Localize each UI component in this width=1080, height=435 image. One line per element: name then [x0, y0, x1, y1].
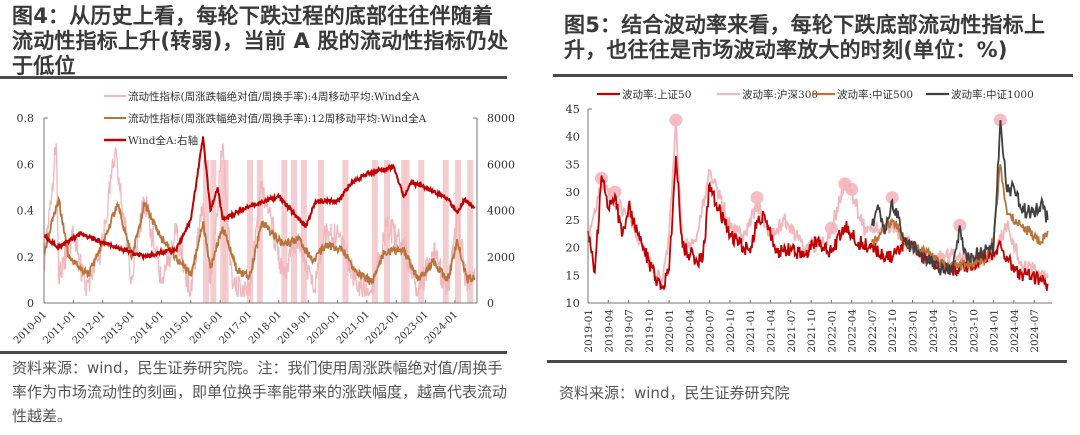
figure-4-panel: 图4：从历史上看，每轮下跌过程的底部往往伴随着流动性指标上升(转弱)，当前 A … [0, 4, 515, 425]
series-liquidity-12w [43, 195, 476, 286]
shaded-period-bar [317, 160, 324, 303]
y-right-tick-label: 4000 [487, 205, 515, 218]
figure-4-title: 图4：从历史上看，每轮下跌过程的底部往往伴随着流动性指标上升(转弱)，当前 A … [12, 4, 509, 78]
y-tick-label: 45 [565, 102, 580, 116]
shaded-period-bar [442, 160, 449, 303]
y-right-tick-label: 0 [487, 297, 494, 310]
shaded-period-bar [291, 160, 298, 303]
y-left-tick-label: 0.6 [17, 158, 35, 171]
legend: 流动性指标(周涨跌幅绝对值/周换手率):4周移动平均:Wind全A 流动性指标(周… [104, 90, 427, 147]
x-tick-label: 2019-07 [624, 309, 636, 353]
y-left-tick-label: 0.2 [17, 251, 35, 264]
x-tick-label: 2019-04 [603, 309, 615, 353]
shaded-period-bar [418, 160, 425, 303]
series-volatility-0 [587, 156, 1049, 291]
axes [587, 108, 1052, 304]
series-liquidity-4w [43, 143, 476, 297]
legend-label: 波动率:沪深300 [742, 88, 818, 101]
figure-4-source-note: 资料来源：wind，民生证券研究院。注：我们使用周涨跌幅绝对值/周换手率作为市场… [12, 359, 508, 425]
peak-markers [595, 113, 1007, 235]
x-tick-label: 2024-01 [989, 309, 1001, 353]
figure-5-title: 图5：结合波动率来看，每轮下跌底部流动性指标上升，也往往是市场波动率放大的时刻(… [564, 13, 1046, 62]
shaded-period-bar [300, 160, 307, 303]
x-tick-label: 2020-01 [664, 309, 676, 353]
legend-label: 波动率:上证50 [622, 88, 691, 101]
x-tick-label: 2023-10 [968, 309, 980, 353]
x-tick-label: 2023-01 [907, 309, 919, 353]
shaded-period-bar [203, 160, 210, 303]
x-tick-label: 2021-10 [806, 309, 818, 353]
x-tick-label: 2022-10 [887, 309, 899, 353]
x-tick-label: 2024-04 [1009, 309, 1021, 353]
y-left-tick-label: 0 [27, 297, 34, 310]
title-divider [0, 76, 507, 79]
x-tick-label: 2019-01 [583, 309, 595, 353]
y-left-tick-label: 0.4 [17, 205, 35, 218]
shaded-period-bar [281, 160, 288, 303]
source-divider [0, 351, 507, 354]
x-tick-label: 2021-01 [745, 309, 757, 353]
shaded-period-bar [467, 160, 474, 303]
y-right-tick-label: 8000 [487, 112, 515, 125]
y-tick-label: 20 [565, 241, 580, 255]
source-divider [547, 360, 1067, 363]
x-tick-label: 2021-04 [766, 309, 778, 353]
figure-5-panel: 图5：结合波动率来看，每轮下跌底部流动性指标上升，也往往是市场波动率放大的时刻(… [540, 0, 1080, 435]
title-divider [553, 74, 1073, 77]
legend-label: 波动率:中证500 [837, 88, 913, 101]
y-right-tick-label: 2000 [487, 251, 515, 264]
axes [43, 117, 478, 304]
y-tick-label: 25 [565, 213, 580, 227]
y-tick-label: 40 [565, 130, 580, 144]
legend-label: 波动率:中证1000 [951, 88, 1034, 101]
legend-label: Wind全A:右轴 [128, 134, 198, 147]
y-left-tick-label: 0.8 [17, 112, 35, 125]
shaded-period-bar [403, 160, 410, 303]
y-tick-label: 35 [565, 157, 580, 171]
y-tick-label: 15 [565, 268, 580, 282]
shaded-period-bar [454, 160, 461, 303]
x-tick-label: 2020-07 [705, 309, 717, 353]
x-tick-label: 2019-10 [644, 309, 656, 353]
x-tick-label: 2020-04 [684, 309, 696, 353]
legend-label: 流动性指标(周涨跌幅绝对值/周换手率):4周移动平均:Wind全A [128, 90, 420, 103]
y-right-tick-label: 6000 [487, 158, 515, 171]
peak-marker [750, 191, 764, 205]
series-wind-all-a [43, 136, 476, 262]
shaded-period-bar [384, 160, 391, 303]
shaded-period-bar [342, 160, 349, 303]
shaded-period-bar [247, 160, 254, 303]
volatility-chart: 10 15 20 25 30 35 40 45 2019-01 2019-04 2019-07 201… [565, 88, 1052, 353]
x-tick-label: 2023-07 [948, 309, 960, 353]
x-tick-label: 2022-01 [826, 309, 838, 353]
liquidity-chart: 00.20.40.60.8020004000600080002010-01201… [12, 90, 515, 347]
x-tick-label: 2021-07 [786, 309, 798, 353]
peak-marker [885, 191, 899, 205]
legend: 波动率:上证50 波动率:沪深300 波动率:中证500 波动率:中证1000 [597, 88, 1034, 101]
shaded-period-bar [210, 160, 217, 303]
y-tick-label: 30 [565, 185, 580, 199]
y-tick-label: 10 [565, 296, 580, 310]
x-tick-label: 2022-04 [847, 309, 859, 353]
x-tick-label: 2022-07 [867, 309, 879, 353]
x-tick-label: 2024-07 [1029, 309, 1041, 353]
figure-5-source-note: 资料来源：wind，民生证券研究院 [559, 384, 790, 402]
shaded-period-bar [371, 160, 378, 303]
x-tick-label: 2020-10 [725, 309, 737, 353]
series-volatility-3 [871, 120, 1049, 276]
series-volatility-2 [871, 164, 1049, 273]
legend-label: 流动性指标(周涨跌幅绝对值/周换手率):12周移动平均:Wind全A [128, 112, 427, 125]
x-tick-label: 2023-04 [928, 309, 940, 353]
